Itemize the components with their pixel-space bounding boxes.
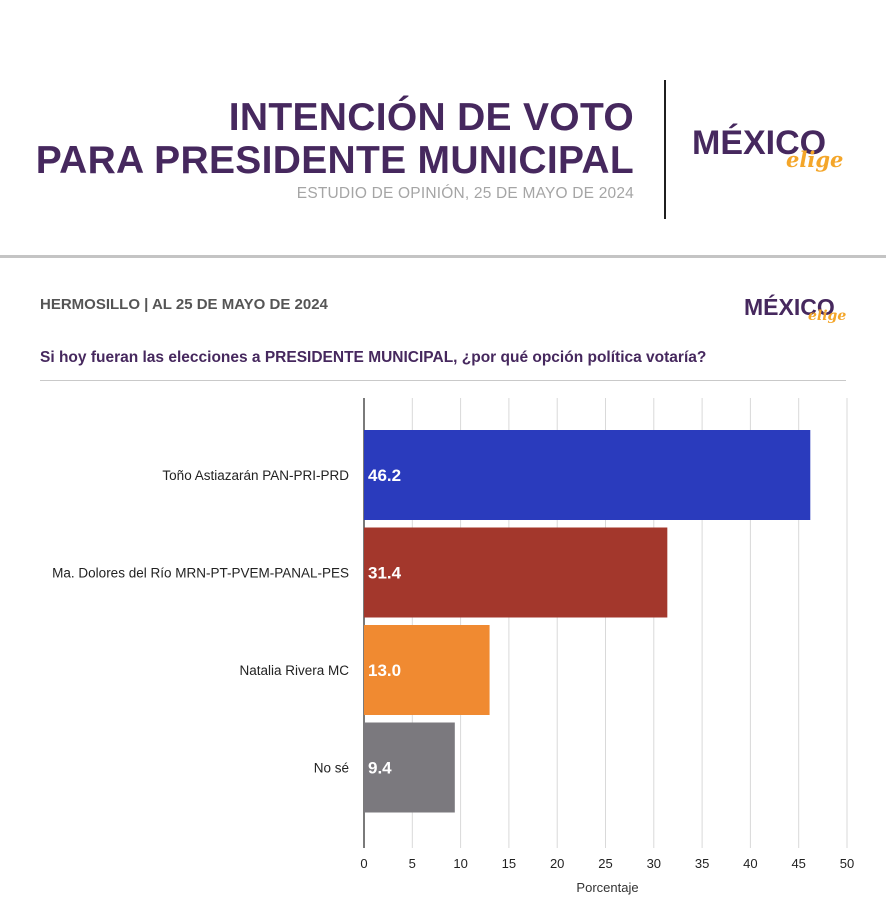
- category-label: Natalia Rivera MC: [239, 663, 349, 678]
- x-tick-label: 40: [743, 856, 757, 871]
- bar-value-label: 13.0: [368, 661, 401, 680]
- x-tick-label: 50: [840, 856, 854, 871]
- bar-value-label: 9.4: [368, 759, 392, 778]
- bar: [364, 625, 490, 715]
- category-label: Toño Astiazarán PAN-PRI-PRD: [162, 468, 349, 483]
- x-tick-label: 20: [550, 856, 564, 871]
- report-subtitle: ESTUDIO DE OPINIÓN, 25 DE MAYO DE 2024: [296, 185, 634, 202]
- logo-wordmark-small: MÉXICO: [744, 294, 835, 320]
- mexico-elige-logo: MÉXICO elige: [692, 125, 852, 185]
- bar: [364, 527, 668, 618]
- logo-wordmark: MÉXICO: [692, 124, 827, 162]
- mexico-elige-logo-small: MÉXICO elige: [744, 294, 854, 334]
- x-tick-label: 30: [647, 856, 661, 871]
- logo-script-small: elige: [808, 308, 847, 324]
- report-header: INTENCIÓN DE VOTO PARA PRESIDENTE MUNICI…: [0, 0, 886, 256]
- bar: [364, 430, 811, 520]
- header-divider: [664, 80, 666, 219]
- x-tick-label: 25: [598, 856, 612, 871]
- report-title-line-2: PARA PRESIDENTE MUNICIPAL: [35, 139, 634, 182]
- x-tick-label: 0: [360, 856, 367, 871]
- question-rule: [40, 380, 846, 381]
- section-divider: [0, 255, 886, 258]
- bar-value-label: 46.2: [368, 466, 401, 485]
- x-tick-label: 15: [502, 856, 516, 871]
- x-tick-label: 5: [409, 856, 416, 871]
- x-tick-label: 35: [695, 856, 709, 871]
- report-title-line-1: INTENCIÓN DE VOTO: [228, 96, 634, 139]
- bar: [364, 722, 455, 813]
- x-axis-title: Porcentaje: [576, 880, 638, 895]
- chart-heading: HERMOSILLO | AL 25 DE MAYO DE 2024: [40, 296, 328, 313]
- category-label: Ma. Dolores del Río MRN-PT-PVEM-PANAL-PE…: [52, 566, 349, 581]
- x-tick-label: 10: [453, 856, 467, 871]
- bar-value-label: 31.4: [368, 564, 402, 583]
- survey-question: Si hoy fueran las elecciones a PRESIDENT…: [40, 349, 707, 366]
- report-title-block: INTENCIÓN DE VOTO PARA PRESIDENTE MUNICI…: [36, 96, 634, 204]
- x-tick-label: 45: [791, 856, 805, 871]
- logo-script: elige: [786, 147, 844, 172]
- category-label: No sé: [314, 761, 349, 776]
